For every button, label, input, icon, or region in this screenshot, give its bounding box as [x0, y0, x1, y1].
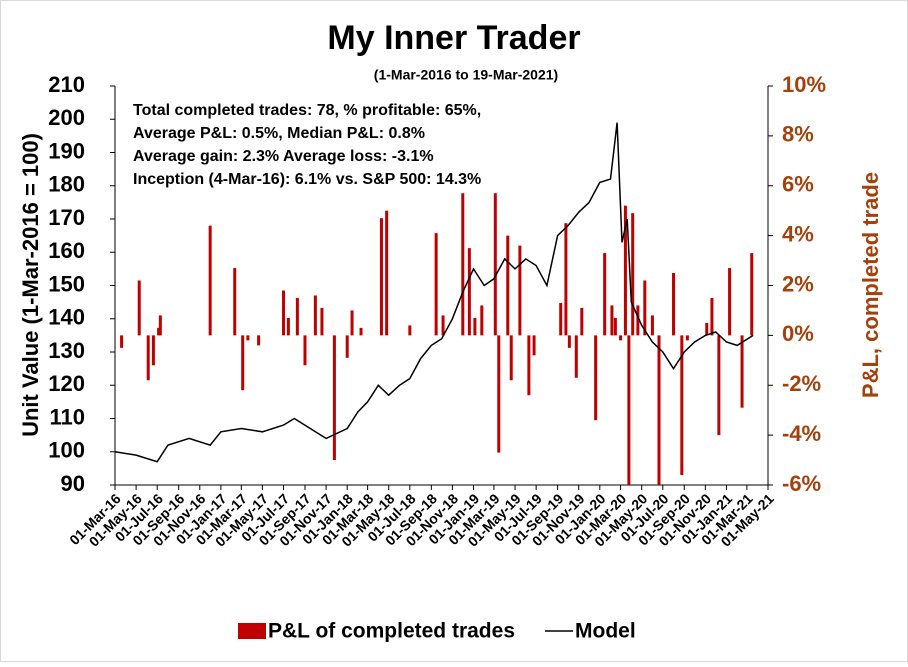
y-tick-label: 100	[48, 438, 85, 463]
legend-swatch	[238, 623, 266, 639]
bar	[603, 253, 607, 336]
bar	[313, 295, 317, 336]
bar	[650, 315, 654, 336]
bar	[246, 335, 250, 341]
bar	[619, 335, 623, 341]
y2-tick-label: 10%	[782, 72, 826, 97]
bar	[379, 218, 383, 336]
bar	[532, 335, 536, 356]
bar	[282, 290, 286, 336]
y2-tick-label: 0%	[782, 321, 814, 346]
bar	[467, 248, 471, 336]
bar	[434, 233, 438, 336]
legend-label: Model	[575, 620, 636, 643]
annotation: Average gain: 2.3% Average loss: -3.1%	[133, 148, 434, 165]
bar	[613, 317, 617, 336]
bar	[631, 213, 635, 336]
y-tick-label: 130	[48, 338, 85, 363]
bar	[208, 225, 212, 336]
y2-tick-label: -4%	[782, 421, 821, 446]
bar	[680, 335, 684, 476]
bar	[473, 317, 477, 336]
bar	[332, 335, 336, 461]
chart-subtitle: (1-Mar-2016 to 19-Mar-2021)	[374, 67, 558, 83]
bar	[151, 335, 155, 366]
bar	[567, 335, 571, 348]
bar	[385, 210, 389, 336]
bar	[493, 193, 497, 336]
y2-axis-label: P&L, completed trade	[858, 172, 883, 398]
y-tick-label: 160	[48, 238, 85, 263]
y-tick-label: 140	[48, 305, 85, 330]
bar	[509, 335, 513, 381]
bar	[157, 327, 161, 336]
y-tick-label: 120	[48, 371, 85, 396]
y2-tick-label: 2%	[782, 271, 814, 296]
bar	[506, 235, 510, 336]
annotation: Average P&L: 0.5%, Median P&L: 0.8%	[133, 125, 425, 142]
bar	[320, 307, 324, 336]
y-tick-label: 190	[48, 138, 85, 163]
y2-tick-label: 4%	[782, 221, 814, 246]
y-tick-label: 90	[61, 471, 85, 496]
y-tick-label: 170	[48, 205, 85, 230]
bar	[627, 335, 631, 485]
y-tick-label: 110	[50, 404, 86, 429]
bar	[685, 335, 689, 341]
bar	[233, 268, 237, 336]
bar	[672, 273, 676, 336]
chart-title: My Inner Trader	[327, 19, 580, 57]
bar	[643, 280, 647, 336]
bar	[146, 335, 150, 381]
annotation: Total completed trades: 78, % profitable…	[133, 102, 481, 119]
y-tick-label: 210	[48, 72, 85, 97]
y2-tick-label: -2%	[782, 371, 821, 396]
bar	[750, 253, 754, 336]
bar	[257, 335, 261, 346]
bar	[137, 280, 141, 336]
legend-label: P&L of completed trades	[268, 620, 515, 643]
bar	[480, 305, 484, 336]
bar	[710, 297, 714, 336]
bar	[636, 305, 640, 336]
bar	[574, 335, 578, 378]
y-axis-label: Unit Value (1-Mar-2016 = 100)	[18, 133, 43, 437]
bar	[350, 310, 354, 336]
bar	[241, 335, 245, 391]
line	[114, 122, 754, 463]
bar	[518, 245, 522, 336]
bar	[717, 335, 721, 436]
bar	[158, 315, 162, 336]
bar	[527, 335, 531, 396]
bar	[564, 223, 568, 336]
bar	[461, 193, 465, 336]
bar	[740, 335, 744, 408]
bar	[705, 322, 709, 336]
bar	[441, 315, 445, 336]
bar	[580, 307, 584, 336]
y2-tick-label: -6%	[782, 471, 821, 496]
y2-tick-label: 6%	[782, 172, 814, 197]
bar	[295, 297, 299, 336]
bar	[657, 335, 661, 485]
y-tick-label: 150	[48, 271, 85, 296]
bar	[623, 205, 627, 336]
y-tick-label: 180	[48, 172, 85, 197]
bar	[359, 327, 363, 336]
annotation: Inception (4-Mar-16): 6.1% vs. S&P 500: …	[133, 171, 481, 188]
bar	[594, 335, 598, 421]
bar	[303, 335, 307, 366]
bar	[728, 268, 732, 336]
bar	[408, 325, 412, 336]
bar	[286, 317, 290, 336]
bar	[120, 335, 124, 348]
bar	[497, 335, 501, 453]
y-tick-label: 200	[48, 105, 85, 130]
bar	[559, 302, 563, 336]
y2-tick-label: 8%	[782, 122, 814, 147]
bar	[345, 335, 349, 358]
bar	[610, 305, 614, 336]
